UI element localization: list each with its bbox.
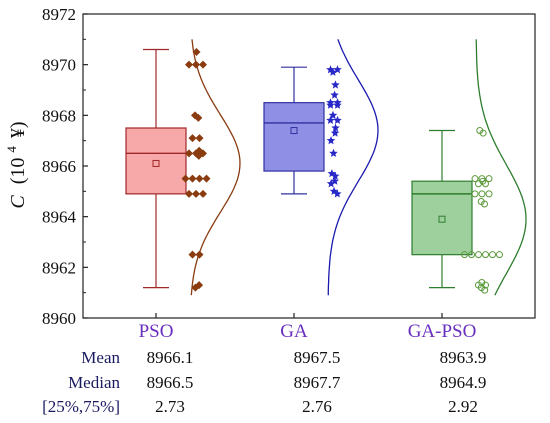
data-point bbox=[185, 149, 193, 158]
data-point bbox=[194, 113, 203, 122]
data-point bbox=[326, 100, 335, 109]
y-tick-label: 8962 bbox=[42, 258, 76, 277]
stats-row-median: Median 8966.5 8967.7 8964.9 bbox=[0, 373, 550, 397]
data-point bbox=[329, 148, 338, 157]
x-category-label: GA-PSO bbox=[408, 321, 477, 340]
y-tick-label: 8970 bbox=[42, 56, 76, 75]
x-category-label: GA bbox=[280, 321, 308, 340]
data-point bbox=[478, 190, 486, 198]
data-point bbox=[326, 179, 336, 188]
data-point bbox=[482, 251, 489, 259]
data-point bbox=[333, 189, 342, 198]
mean-marker bbox=[438, 215, 446, 223]
mean-marker bbox=[290, 127, 298, 135]
data-point bbox=[327, 169, 337, 178]
data-point bbox=[333, 100, 342, 109]
distribution-curve bbox=[327, 39, 379, 296]
stats-label: Mean bbox=[81, 348, 120, 367]
data-point bbox=[331, 80, 340, 89]
data-point bbox=[330, 128, 340, 137]
data-point bbox=[181, 174, 190, 183]
data-point bbox=[485, 190, 493, 198]
box-plot-chart: 8960 8962 8964 8966 8968 8970 8972 PSO GA GA-PSO… bbox=[0, 5, 536, 340]
stats-value: 2.92 bbox=[448, 397, 478, 416]
stats-value: 8967.7 bbox=[293, 373, 341, 392]
data-point bbox=[471, 175, 479, 183]
y-tick-label: 8966 bbox=[42, 157, 76, 176]
data-point bbox=[330, 90, 339, 99]
stats-value: 8967.5 bbox=[293, 348, 341, 367]
data-point bbox=[329, 186, 339, 195]
distribution-curve bbox=[190, 39, 241, 296]
data-point bbox=[481, 286, 489, 294]
data-point bbox=[326, 136, 336, 145]
data-point bbox=[199, 189, 207, 198]
y-tick-label: 8968 bbox=[42, 106, 76, 125]
data-point bbox=[482, 180, 489, 188]
data-point bbox=[188, 250, 197, 259]
data-point bbox=[195, 174, 204, 183]
x-category-label: PSO bbox=[139, 321, 174, 340]
data-point bbox=[326, 115, 335, 124]
data-point bbox=[330, 176, 340, 185]
data-point bbox=[471, 190, 479, 198]
stats-value: 8966.1 bbox=[146, 348, 194, 367]
data-point bbox=[194, 151, 203, 160]
stats-label: [25%,75%] bbox=[42, 397, 120, 416]
stats-value: 8966.5 bbox=[146, 373, 194, 392]
stats-label: Median bbox=[68, 373, 120, 392]
y-tick-label: 8972 bbox=[42, 5, 76, 24]
y-tick-label: 8964 bbox=[42, 208, 77, 227]
stats-table: Mean 8966.1 8967.5 8963.9 Median 8966.5 … bbox=[0, 340, 550, 423]
data-point bbox=[326, 65, 335, 74]
iqr-box bbox=[411, 180, 473, 256]
data-point bbox=[475, 180, 482, 188]
y-axis-title: C (10 4 ¥) bbox=[0, 121, 29, 208]
data-point bbox=[328, 67, 338, 76]
data-point bbox=[199, 60, 207, 69]
iqr-box bbox=[263, 102, 325, 172]
data-point bbox=[330, 171, 340, 180]
stats-value: 8963.9 bbox=[439, 348, 487, 367]
data-point bbox=[185, 189, 193, 198]
stats-value: 8964.9 bbox=[439, 373, 487, 392]
data-point bbox=[192, 189, 200, 198]
stats-row-iqr: [25%,75%] 2.73 2.76 2.92 bbox=[0, 397, 550, 421]
y-tick-label: 8960 bbox=[42, 309, 76, 328]
data-point bbox=[485, 175, 493, 183]
data-point bbox=[191, 283, 200, 292]
data-point bbox=[468, 251, 475, 259]
data-point bbox=[188, 134, 197, 143]
data-point bbox=[496, 251, 503, 259]
data-point bbox=[479, 129, 487, 137]
distribution-curve bbox=[475, 39, 527, 296]
data-point bbox=[461, 251, 468, 259]
mean-marker bbox=[152, 159, 160, 167]
box-group-ga bbox=[263, 39, 379, 296]
data-point bbox=[333, 65, 342, 74]
data-point bbox=[333, 115, 342, 124]
stats-value: 2.76 bbox=[302, 397, 332, 416]
data-point bbox=[481, 200, 488, 208]
data-point bbox=[202, 174, 211, 183]
data-point bbox=[195, 134, 204, 143]
data-point bbox=[475, 251, 482, 259]
data-point bbox=[188, 174, 197, 183]
data-point bbox=[185, 60, 193, 69]
stats-row-mean: Mean 8966.1 8967.5 8963.9 bbox=[0, 348, 550, 372]
data-point bbox=[328, 110, 338, 119]
box-group-ga-pso bbox=[411, 39, 527, 296]
data-point bbox=[331, 123, 340, 132]
data-point bbox=[489, 251, 496, 259]
box-group-pso bbox=[125, 39, 241, 296]
stats-value: 2.73 bbox=[155, 397, 185, 416]
